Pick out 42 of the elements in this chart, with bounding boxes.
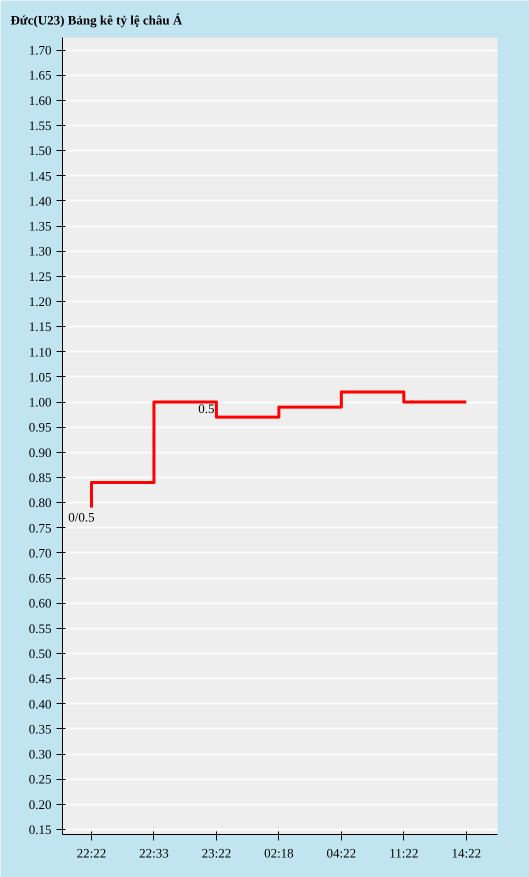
y-tick-label: 1.30 — [28, 244, 52, 259]
y-tick-label: 1.15 — [28, 319, 52, 334]
y-tick-label: 0.40 — [28, 696, 52, 712]
y-tick-label: 0.85 — [28, 470, 52, 485]
y-tick-label: 0.45 — [28, 671, 52, 686]
y-tick-label: 1.25 — [28, 268, 52, 284]
y-tick-label: 1.20 — [28, 294, 52, 309]
y-tick-label: 0.65 — [28, 570, 52, 586]
y-tick-label: 1.70 — [28, 42, 52, 58]
y-tick-label: 0.75 — [28, 520, 52, 536]
x-tick-label: 11:22 — [389, 846, 418, 860]
x-tick-label: 23:22 — [202, 846, 232, 860]
y-tick-label: 1.40 — [28, 193, 52, 208]
y-tick-label: 0.20 — [28, 796, 52, 812]
y-tick-label: 1.45 — [28, 168, 52, 184]
y-tick-label: 0.50 — [28, 646, 52, 661]
x-tick-label: 22:33 — [139, 846, 169, 860]
y-tick-label: 0.25 — [28, 772, 52, 787]
x-tick-label: 02:18 — [264, 846, 294, 860]
x-tick-label: 04:22 — [326, 846, 356, 860]
y-tick-label: 1.05 — [28, 369, 52, 384]
y-tick-label: 0.90 — [28, 444, 52, 460]
x-tick-label: 22:22 — [76, 846, 106, 860]
y-tick-label: 0.55 — [28, 620, 52, 636]
annotation: 0/0.5 — [68, 510, 95, 525]
y-tick-label: 0.80 — [28, 495, 52, 510]
y-tick-label: 1.00 — [28, 394, 52, 410]
y-tick-label: 0.95 — [28, 420, 52, 435]
y-tick-label: 1.10 — [28, 344, 52, 360]
y-tick-label: 0.60 — [28, 596, 52, 611]
y-tick-label: 0.35 — [28, 721, 52, 736]
y-tick-label: 1.65 — [28, 68, 52, 83]
y-tick-label: 0.15 — [28, 822, 52, 837]
annotation: 0.5 — [198, 401, 215, 416]
y-tick-label: 0.30 — [28, 746, 52, 762]
y-tick-label: 0.70 — [28, 545, 52, 560]
y-tick-label: 1.60 — [28, 92, 52, 108]
chart-title: Đức(U23) Bảng kê tỷ lệ châu Á — [10, 12, 183, 28]
x-tick-label: 14:22 — [451, 846, 482, 860]
y-tick-label: 1.35 — [28, 218, 52, 234]
y-tick-label: 1.50 — [28, 143, 52, 158]
y-tick-label: 1.55 — [28, 118, 52, 133]
